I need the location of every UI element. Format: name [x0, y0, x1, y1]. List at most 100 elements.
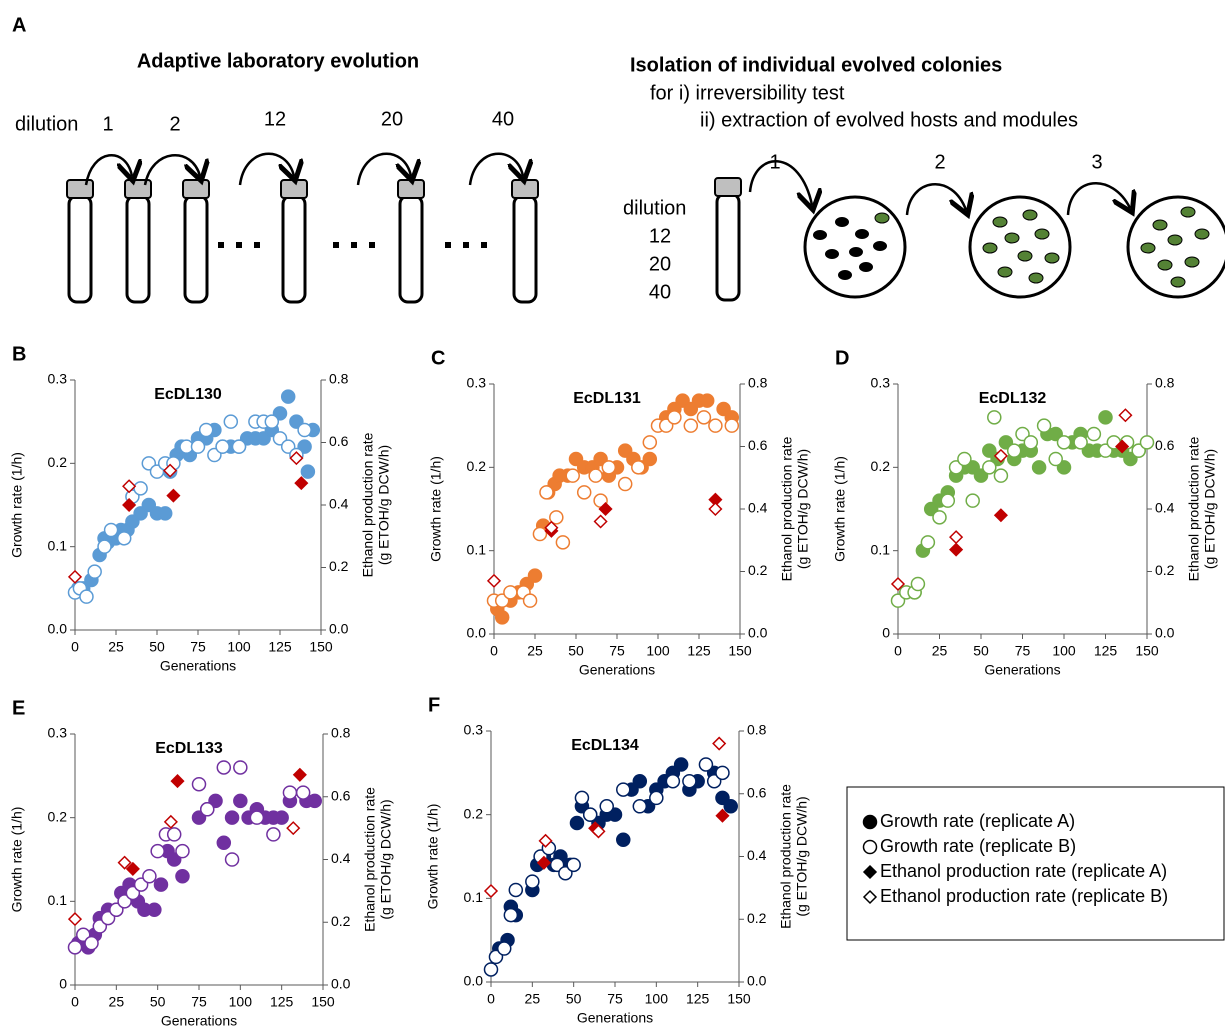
growth-point — [565, 468, 580, 483]
tube — [65, 178, 95, 304]
x-tick-label: 150 — [311, 994, 335, 1010]
x-tick-label: 25 — [527, 643, 543, 659]
ethanol-point — [289, 451, 304, 466]
step-label: 20 — [381, 108, 403, 130]
y2-tick-label: 0.2 — [1155, 562, 1175, 578]
growth-point — [632, 799, 648, 814]
growth-point — [157, 506, 173, 521]
arrow — [356, 152, 411, 185]
ethanol-point — [536, 855, 551, 870]
y-tick-label: 0.2 — [48, 454, 68, 470]
growth-point — [87, 564, 102, 579]
ethanol-point — [598, 501, 613, 517]
y2-tick-label: 0.0 — [329, 621, 349, 637]
plate — [1126, 195, 1225, 299]
tube — [713, 176, 743, 302]
growth-point — [200, 802, 215, 817]
y2-tick-label: 0.0 — [331, 976, 351, 992]
ethanol-point — [163, 814, 178, 829]
y-tick-label: 0.1 — [48, 892, 68, 908]
purpose: for i) irreversibility test — [650, 82, 845, 104]
growth-point — [496, 941, 512, 956]
ethanol-point — [538, 833, 553, 848]
growth-point — [582, 807, 598, 822]
plate — [803, 195, 907, 299]
growth-point — [667, 410, 682, 425]
y2-tick-label: 0.2 — [331, 913, 351, 929]
x-axis-label: Generations — [577, 1010, 653, 1026]
panel-label: C — [431, 347, 445, 369]
legend-marker — [862, 814, 878, 830]
chart-title: EcDL134 — [571, 737, 639, 754]
growth-point — [539, 485, 554, 500]
y-tick-label: 0.0 — [464, 973, 484, 989]
growth-point — [616, 832, 631, 848]
chart-panel: C 0 25 50 75 100 125 150 0.0 0.1 0.2 0.3 0.0 0.2 0.4 0.… — [428, 347, 811, 677]
y2-tick-label: 0.0 — [747, 973, 767, 989]
tube — [396, 178, 426, 304]
ethanol-point — [294, 476, 309, 491]
growth-point — [223, 414, 239, 429]
y2-tick-label: 0.4 — [331, 850, 351, 866]
ethanol-point — [1118, 408, 1133, 423]
y-tick-label: 0.0 — [467, 625, 487, 641]
arrow — [1066, 182, 1130, 215]
growth-point — [642, 435, 658, 450]
x-tick-label: 75 — [191, 994, 207, 1010]
y2-tick-label: 0.8 — [747, 722, 767, 738]
tube — [181, 178, 211, 304]
y2-axis-label: Ethanol production rate — [1186, 436, 1202, 581]
y-axis-label: Growth rate (1/h) — [428, 456, 444, 562]
ethanol-point — [122, 479, 137, 494]
chart-title: EcDL130 — [154, 386, 222, 403]
ethanol-point — [993, 448, 1008, 463]
growth-point — [1036, 418, 1052, 433]
step-label: 1 — [102, 113, 113, 135]
purpose: ii) extraction of evolved hosts and modu… — [700, 109, 1078, 131]
x-tick-label: 125 — [270, 994, 294, 1010]
ethanol-point — [483, 883, 499, 899]
y2-tick-label: 0.4 — [748, 500, 768, 516]
x-tick-label: 150 — [728, 643, 752, 659]
y2-tick-label: 0.6 — [748, 437, 768, 453]
growth-point — [723, 799, 738, 814]
x-tick-label: 100 — [229, 994, 253, 1010]
y-tick-label: 0.1 — [464, 889, 484, 905]
y-axis-label: Growth rate (1/h) — [832, 456, 848, 562]
x-tick-label: 150 — [309, 639, 333, 655]
dilution-label: dilution — [15, 113, 78, 135]
y2-axis-label: (g ETOH/g DCW/h) — [1202, 449, 1218, 569]
plate — [968, 195, 1072, 299]
ethanol-point — [949, 530, 964, 545]
legend-label: Growth rate (replicate A) — [880, 811, 1075, 831]
ethanol-point — [890, 576, 906, 592]
growth-point — [1006, 443, 1022, 458]
growth-point — [84, 935, 99, 951]
arrow — [84, 153, 132, 185]
ethanol-point — [286, 821, 301, 836]
ethanol-point — [122, 497, 137, 513]
growth-point — [715, 765, 730, 781]
y2-tick-label: 0.2 — [329, 558, 349, 574]
y2-tick-label: 0.6 — [329, 433, 349, 449]
growth-point — [1056, 435, 1072, 450]
y2-tick-label: 0.4 — [329, 496, 349, 512]
dilution-value: 12 — [649, 225, 671, 247]
ethanol-point — [486, 573, 502, 588]
y2-tick-label: 0.0 — [748, 625, 768, 641]
x-tick-label: 25 — [108, 639, 124, 655]
growth-point — [696, 410, 712, 425]
tube — [123, 178, 153, 304]
y-tick-label: 0.3 — [467, 375, 487, 391]
growth-point — [616, 782, 631, 797]
y2-tick-label: 0.8 — [1155, 375, 1175, 391]
growth-point — [300, 464, 316, 479]
growth-point — [297, 422, 312, 438]
y2-axis-label: Ethanol production rate — [360, 432, 376, 577]
x-axis-label: Generations — [161, 1013, 237, 1029]
growth-point — [569, 815, 585, 831]
y2-tick-label: 0.0 — [1155, 625, 1175, 641]
y-axis-label: Growth rate (1/h) — [425, 804, 441, 910]
x-tick-label: 25 — [109, 994, 125, 1010]
ethanol-point — [1115, 439, 1130, 454]
